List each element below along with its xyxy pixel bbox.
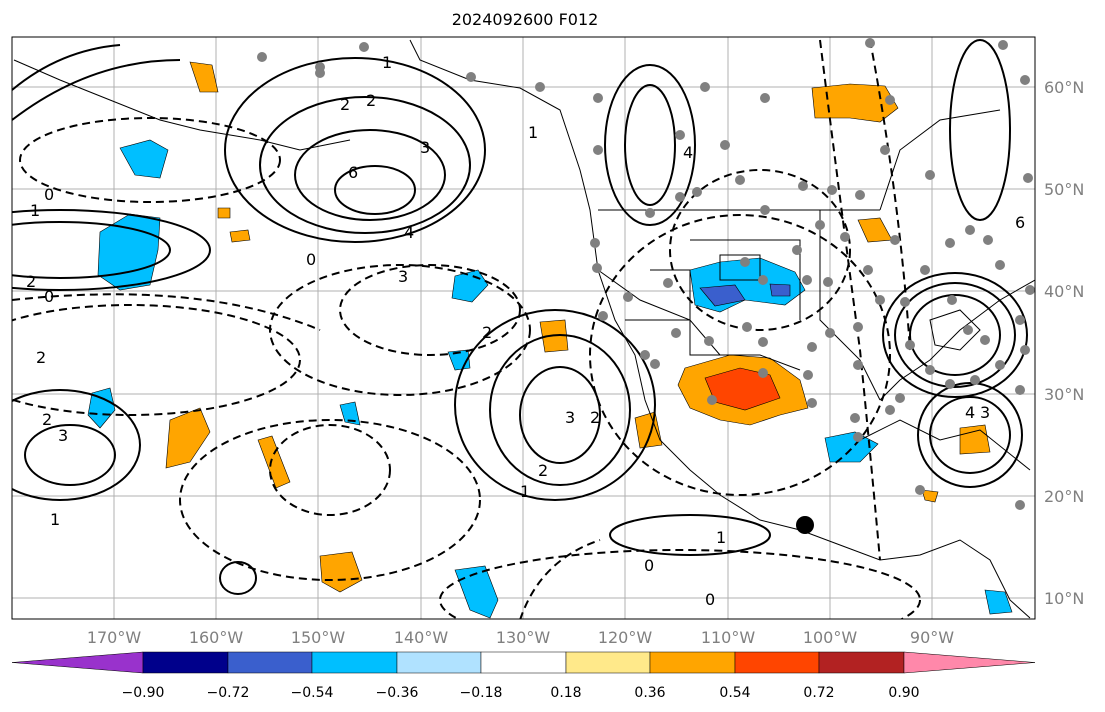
contour-label: 1	[528, 123, 538, 142]
contour-label: 1	[30, 201, 40, 220]
station-dots	[257, 38, 1035, 510]
latitude-axis: 60°N 50°N 40°N 30°N 20°N 10°N	[1044, 78, 1084, 608]
colorbar-tick-label: 0.54	[719, 685, 750, 701]
colorbar-tick-label: 0.18	[550, 685, 581, 701]
colorbar-swatches	[11, 651, 1036, 674]
lat-label: 20°N	[1044, 487, 1084, 506]
solid-contours	[12, 39, 1028, 595]
colorbar-swatch	[311, 651, 398, 674]
colorbar-tick-label: −0.54	[291, 685, 334, 701]
orange-patch-gulf-east	[959, 424, 991, 455]
contour-label: 0	[705, 590, 715, 609]
orange-patch-small-2	[229, 229, 251, 243]
colorbar-tick-label: 0.36	[634, 685, 665, 701]
colorbar-swatch	[734, 651, 820, 674]
lat-label: 10°N	[1044, 589, 1084, 608]
blue-patch-gulf	[824, 431, 879, 463]
colorbar-tick-label: −0.36	[376, 685, 419, 701]
orange-patch-canada	[811, 83, 899, 123]
orange-patch-small-3	[921, 489, 939, 503]
contour-label: 1	[382, 53, 392, 72]
contour-label: 2	[366, 91, 376, 110]
contour-labels: 6 3 4 2 0 1 2 3 2 0 1 2 3 2 1 0 2 3 2 1 …	[26, 53, 1025, 609]
lat-label: 40°N	[1044, 282, 1084, 301]
contour-label: 0	[644, 556, 654, 575]
contour-label: 1	[520, 482, 530, 501]
lon-label: 110°W	[701, 628, 756, 647]
orange-patch-mexico	[634, 411, 663, 449]
blue-patch-small-2	[339, 401, 361, 426]
colorbar-swatch	[11, 651, 144, 674]
coastlines	[13, 39, 1035, 619]
colorbar-tick-label: 0.72	[803, 685, 834, 701]
colorbar-swatch	[903, 651, 1036, 674]
colorbar-swatch	[480, 651, 567, 674]
colorbar-tick-label: 0.90	[888, 685, 919, 701]
map-frame	[11, 36, 1036, 620]
colorbar-swatch	[227, 651, 313, 674]
contour-label: 2	[482, 323, 492, 342]
contour-label: 2	[26, 272, 36, 291]
contour-label: 0	[44, 287, 54, 306]
colorbar-swatch	[649, 651, 736, 674]
colorbar-tick-label: −0.72	[207, 685, 250, 701]
contour-label: 3	[980, 403, 990, 422]
contour-label: 2	[42, 410, 52, 429]
blue-patch-bering	[119, 139, 169, 179]
midblue-patch-rockies	[699, 284, 746, 307]
storm-marker	[796, 516, 814, 534]
contour-label: 6	[348, 163, 358, 182]
midblue-patch-rockies-2	[769, 283, 791, 297]
lon-label: 150°W	[291, 628, 346, 647]
blue-patch-caribbean	[984, 589, 1013, 615]
contour-label: 3	[398, 267, 408, 286]
colorbar: −0.90 −0.72 −0.54 −0.36 −0.18 0.18 0.36 …	[11, 651, 1036, 701]
orange-patch-south	[319, 551, 363, 593]
colorbar-swatch	[142, 651, 229, 674]
map-title: 2024092600 F012	[451, 10, 599, 29]
contour-label: 3	[565, 408, 575, 427]
contour-label: 2	[590, 408, 600, 427]
map-panel: 6 3 4 2 0 1 2 3 2 0 1 2 3 2 1 0 2 3 2 1 …	[12, 37, 1035, 619]
colorbar-swatch	[818, 651, 905, 674]
blue-patch-hawaii	[87, 387, 116, 429]
dashed-contours	[12, 39, 921, 619]
orange-patch-small	[217, 207, 231, 219]
contour-label: 2	[36, 348, 46, 367]
contour-label: 4	[965, 403, 975, 422]
contour-label: 0	[44, 185, 54, 204]
contour-label: 2	[340, 95, 350, 114]
colorbar-tick-label: −0.18	[460, 685, 503, 701]
blue-patch-southwest	[454, 565, 499, 619]
lon-label: 140°W	[394, 628, 449, 647]
lon-label: 160°W	[189, 628, 244, 647]
lat-label: 50°N	[1044, 180, 1084, 199]
longitude-axis: 170°W 160°W 150°W 140°W 130°W 120°W 110°…	[87, 628, 954, 647]
lat-label: 30°N	[1044, 385, 1084, 404]
lon-label: 170°W	[87, 628, 142, 647]
lon-label: 100°W	[803, 628, 858, 647]
contour-label: 3	[420, 138, 430, 157]
lon-label: 90°W	[910, 628, 954, 647]
contour-label: 2	[538, 461, 548, 480]
colorbar-tick-label: −0.90	[122, 685, 165, 701]
colorbar-swatch	[565, 651, 651, 674]
colorbar-ticks: −0.90 −0.72 −0.54 −0.36 −0.18 0.18 0.36 …	[122, 685, 920, 701]
lat-label: 60°N	[1044, 78, 1084, 97]
shaded-anomalies	[87, 61, 1013, 619]
contour-label: 3	[58, 426, 68, 445]
contour-label: 1	[716, 528, 726, 547]
lon-label: 130°W	[496, 628, 551, 647]
lon-label: 120°W	[598, 628, 653, 647]
contour-label: 4	[683, 143, 693, 162]
contour-label: 4	[404, 223, 414, 242]
contour-label: 6	[1015, 213, 1025, 232]
contour-label: 0	[306, 250, 316, 269]
colorbar-swatch	[396, 651, 482, 674]
orange-patch-alaska	[189, 61, 219, 93]
contour-label: 1	[50, 510, 60, 529]
